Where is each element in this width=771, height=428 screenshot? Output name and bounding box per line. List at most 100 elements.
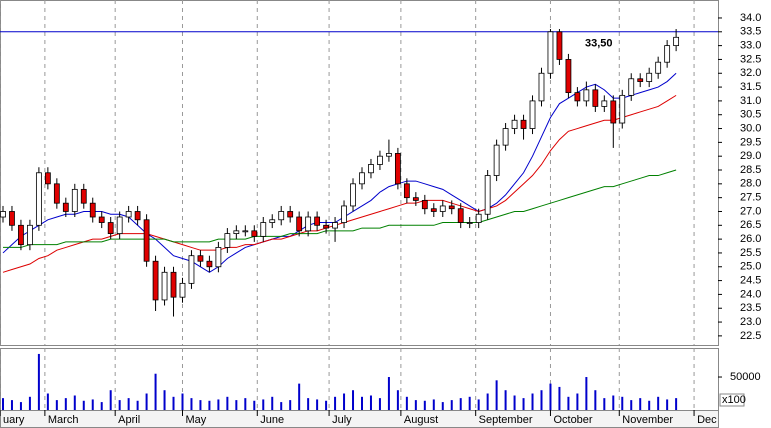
- y-tick-label: 24.0: [740, 288, 761, 300]
- x-tick-label: August: [404, 414, 438, 426]
- candle-body: [493, 144, 500, 176]
- candle-body: [242, 230, 249, 233]
- candle-body: [448, 205, 455, 210]
- x-tick-label: June: [260, 414, 284, 426]
- candle-body: [314, 216, 321, 226]
- candle-body: [125, 211, 132, 218]
- candle-body: [233, 230, 240, 234]
- x-tick-label: May: [185, 414, 206, 426]
- candle-body: [368, 164, 374, 174]
- y-tick-label: 32.5: [740, 53, 761, 65]
- x-tick-label: October: [553, 414, 592, 426]
- candle-body: [403, 183, 410, 199]
- candle-body: [323, 224, 329, 229]
- candle-body: [637, 78, 644, 82]
- candle-body: [9, 211, 15, 226]
- candle-body: [601, 100, 608, 107]
- x-tick-label: March: [48, 414, 79, 426]
- unit-box: [719, 393, 745, 407]
- candle-body: [655, 61, 662, 74]
- candle-body: [628, 78, 635, 96]
- y-tick-label: 26.0: [740, 233, 761, 245]
- candle-body: [583, 89, 590, 102]
- candle-body: [98, 216, 105, 223]
- y-tick-label: 27.0: [740, 205, 761, 217]
- candle-body: [457, 208, 464, 223]
- candle-body: [143, 219, 150, 262]
- candle-body: [44, 172, 51, 185]
- candle-body: [251, 230, 258, 237]
- candle-body: [377, 155, 383, 165]
- candle-body: [547, 31, 554, 74]
- candle-body: [188, 255, 195, 284]
- candle-body: [439, 205, 446, 212]
- candle-body: [475, 213, 482, 223]
- candle-body: [646, 72, 653, 82]
- moving-average: [2, 94, 677, 273]
- x-axis-panel: [0, 410, 719, 428]
- y-tick-label: 25.0: [740, 261, 761, 273]
- candle-body: [62, 202, 69, 212]
- candle-body: [484, 175, 491, 215]
- candle-body: [53, 183, 60, 204]
- y-tick-label: 33.0: [740, 40, 761, 52]
- candle-body: [350, 183, 356, 207]
- y-tick-label: 31.0: [740, 95, 761, 107]
- y-tick-label: 29.5: [740, 136, 761, 148]
- y-tick-label: 28.5: [740, 164, 761, 176]
- candle-body: [502, 128, 509, 146]
- candle-body: [179, 282, 186, 298]
- candle-body: [332, 222, 338, 229]
- candle-body: [224, 233, 231, 248]
- candle-body: [35, 172, 42, 226]
- candle-body: [529, 100, 536, 129]
- candle-body: [296, 216, 303, 232]
- candle-body: [386, 153, 392, 157]
- candle-body: [619, 94, 626, 124]
- candle-body: [305, 216, 312, 232]
- candle-body: [359, 172, 365, 185]
- y-tick-label: 22.5: [740, 330, 761, 342]
- x-tick-label: April: [118, 414, 140, 426]
- candle-body: [107, 222, 114, 234]
- candle-body: [520, 119, 527, 129]
- candle-body: [116, 216, 123, 234]
- y-tick-label: 30.0: [740, 122, 761, 134]
- y-tick-label: 24.5: [740, 274, 761, 286]
- candle-body: [278, 211, 285, 221]
- x-tick-label: Dec: [697, 414, 717, 426]
- y-tick-label: 33.5: [740, 26, 761, 38]
- moving-average: [2, 72, 677, 273]
- candle-body: [0, 211, 6, 218]
- candle-body: [574, 92, 581, 102]
- unit-label: x100: [722, 394, 746, 406]
- x-tick-label: November: [622, 414, 673, 426]
- candle-body: [421, 200, 428, 210]
- candle-body: [197, 255, 204, 262]
- y-tick-label: 30.5: [740, 109, 761, 121]
- y-tick-label: 25.5: [740, 247, 761, 259]
- candle-body: [27, 224, 33, 246]
- candle-body: [412, 197, 419, 201]
- candle-body: [269, 219, 276, 223]
- y-tick-label: 28.0: [740, 178, 761, 190]
- y-tick-label: 32.0: [740, 67, 761, 79]
- candle-body: [71, 188, 78, 212]
- candle-body: [161, 271, 168, 301]
- x-tick-label: uary: [3, 414, 25, 426]
- candle-body: [341, 205, 347, 223]
- moving-average: [2, 169, 677, 248]
- candle-body: [170, 271, 177, 298]
- y-tick-label: 50000: [730, 371, 761, 383]
- y-tick-label: 23.5: [740, 302, 761, 314]
- candle-body: [260, 222, 267, 237]
- candle-body: [664, 45, 671, 63]
- y-tick-label: 34.0: [740, 12, 761, 24]
- y-tick-label: 29.0: [740, 150, 761, 162]
- candle-body: [18, 224, 24, 246]
- y-tick-label: 27.5: [740, 192, 761, 204]
- x-tick-label: July: [332, 414, 352, 426]
- x-tick-label: September: [479, 414, 533, 426]
